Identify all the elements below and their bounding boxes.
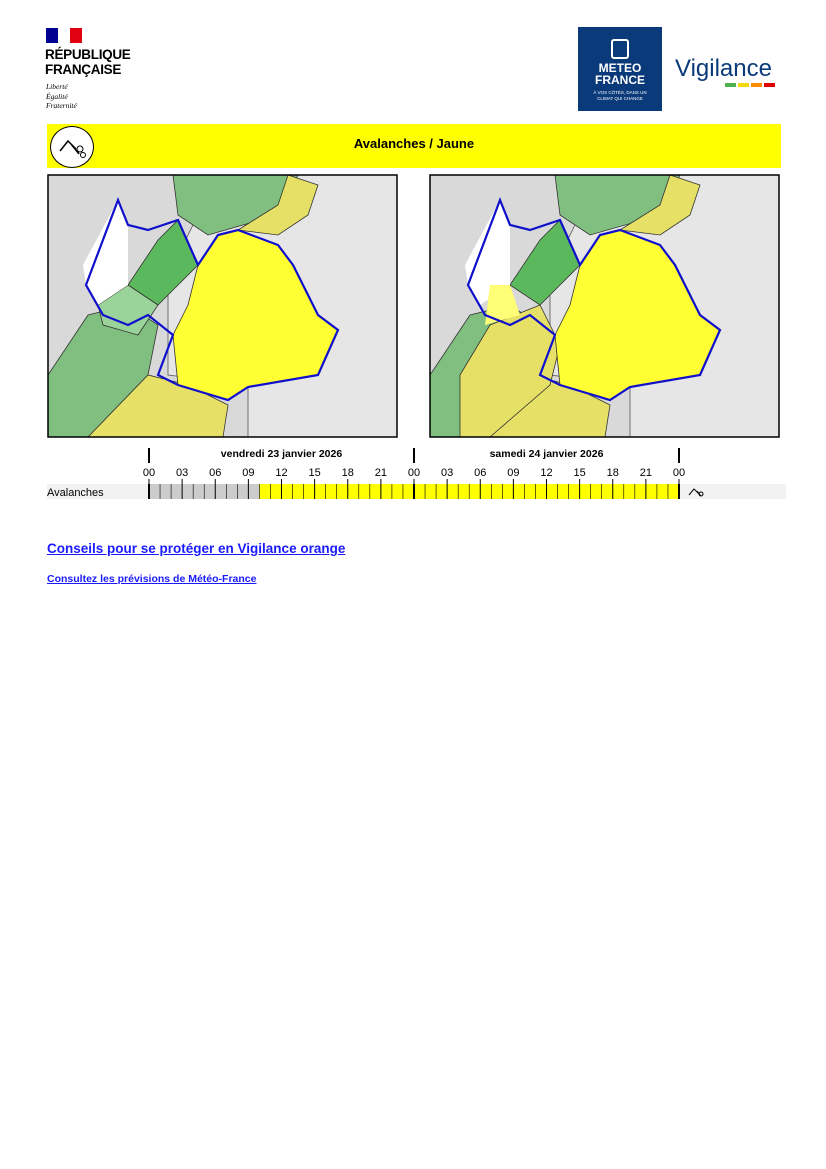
- hour-label: 09: [507, 467, 519, 479]
- timeline: Avalanches 00 03 06 09 12 15 18 21 00 03 06 09 12 15 18…: [47, 448, 786, 499]
- hour-label: 18: [342, 467, 354, 479]
- map-day2: [429, 174, 780, 438]
- motto-line: Fraternité: [46, 101, 77, 110]
- logo-text: METEO: [598, 61, 642, 75]
- day-label: samedi 24 janvier 2026: [490, 448, 604, 460]
- motto-line: Liberté: [46, 82, 68, 91]
- republique-line: FRANÇAISE: [45, 62, 122, 77]
- republique: RÉPUBLIQUE FRANÇAISE: [45, 47, 131, 77]
- hour-label: 21: [375, 467, 387, 479]
- vigilance-title: Vigilance: [675, 55, 772, 82]
- hour-label: 06: [474, 467, 486, 479]
- hour-label: 12: [275, 467, 287, 479]
- republique-line: RÉPUBLIQUE: [45, 47, 131, 62]
- hour-label: 15: [574, 467, 586, 479]
- hour-label: 03: [441, 467, 453, 479]
- hour-label: 00: [143, 467, 155, 479]
- logo-text: FRANCE: [595, 73, 645, 87]
- hour-label: 03: [176, 467, 188, 479]
- flag: [46, 28, 82, 43]
- logo-tagline: À VOS CÔTÉS, DANS UN: [593, 90, 647, 95]
- hour-label: 06: [209, 467, 221, 479]
- logo-tagline: CLIMAT QUI CHANGE: [597, 96, 643, 101]
- meteo-france-logo: METEO FRANCE À VOS CÔTÉS, DANS UN CLIMAT…: [578, 27, 662, 111]
- link-conseils[interactable]: Conseils pour se protéger en Vigilance o…: [47, 541, 346, 556]
- avalanche-icon: [50, 126, 94, 168]
- hour-label: 00: [408, 467, 420, 479]
- row-label: Avalanches: [47, 487, 104, 499]
- link-previsions[interactable]: Consultez les prévisions de Météo-France: [47, 573, 257, 585]
- banner-title: Avalanches / Jaune: [353, 136, 475, 151]
- hour-label: 00: [673, 467, 685, 479]
- vigilance-colors: [725, 83, 775, 87]
- maps: Avalanches 00 03 06 09 12 15 18 21 00 03 06 09 12 15 18…: [47, 174, 786, 499]
- hour-label: 18: [607, 467, 619, 479]
- hour-label: 09: [242, 467, 254, 479]
- day-label: vendredi 23 janvier 2026: [221, 448, 343, 460]
- banner: [47, 124, 781, 168]
- motto: Liberté Égalité Fraternité: [46, 82, 77, 111]
- map-day1: [47, 174, 398, 438]
- hour-label: 15: [309, 467, 321, 479]
- hour-label: 12: [540, 467, 552, 479]
- row-icon-dot: [698, 491, 704, 497]
- hour-label: 21: [640, 467, 652, 479]
- motto-line: Égalité: [46, 91, 68, 101]
